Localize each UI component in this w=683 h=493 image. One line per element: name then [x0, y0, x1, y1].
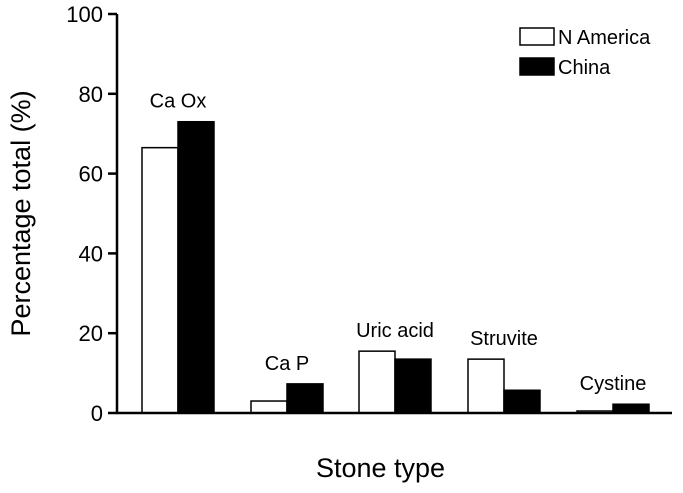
category-label-cystine: Cystine: [580, 373, 647, 395]
y-tick-label-60: 60: [79, 162, 103, 187]
chart-axes: 0 20 40 60 80 100: [66, 2, 672, 426]
y-tick-label-20: 20: [79, 321, 103, 346]
y-ticks: 0 20 40 60 80 100: [66, 2, 117, 426]
bar-ca-p-china: [286, 383, 324, 414]
bar-uric-acid-china: [394, 358, 432, 414]
category-label-uric-acid: Uric acid: [356, 320, 434, 342]
bar-ca-ox-n-america: [141, 146, 179, 414]
y-tick-label-0: 0: [91, 401, 103, 426]
bar-ca-p-n-america: [250, 400, 288, 414]
category-label-ca-p: Ca P: [265, 353, 309, 375]
bar-uric-acid-n-america: [358, 350, 396, 414]
legend: N America China: [519, 27, 651, 79]
category-label-ca-ox: Ca Ox: [150, 91, 207, 113]
y-tick-label-100: 100: [66, 2, 103, 27]
chart-marks: Ca Ox Ca P Uric acid Struvite Cystine: [141, 91, 650, 414]
bar-cystine-china: [612, 403, 650, 414]
y-tick-label-40: 40: [79, 241, 103, 266]
bar-ca-ox-china: [177, 120, 215, 414]
bar-struvite-n-america: [467, 358, 505, 414]
bar-struvite-china: [503, 389, 541, 414]
x-axis-title: Stone type: [316, 453, 445, 483]
y-axis-title: Percentage total (%): [6, 90, 36, 336]
legend-swatch-n-america: [519, 27, 555, 46]
legend-label-china: China: [558, 57, 611, 79]
legend-swatch-china: [519, 57, 555, 76]
category-label-struvite: Struvite: [470, 328, 538, 350]
y-tick-label-80: 80: [79, 82, 103, 107]
legend-label-n-america: N America: [558, 27, 651, 49]
